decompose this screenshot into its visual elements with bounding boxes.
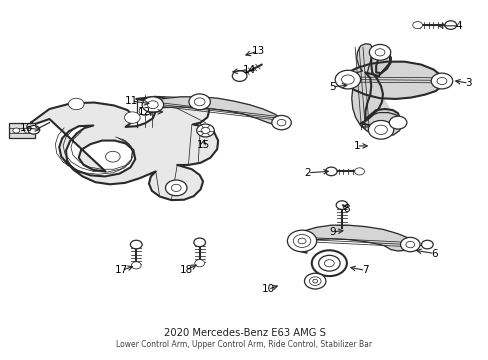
Text: 18: 18	[179, 265, 192, 275]
Circle shape	[28, 126, 40, 134]
Circle shape	[368, 44, 390, 60]
Text: 17: 17	[115, 265, 128, 275]
Circle shape	[436, 77, 446, 85]
Circle shape	[311, 250, 346, 276]
Circle shape	[287, 230, 316, 252]
Circle shape	[374, 125, 386, 134]
Circle shape	[309, 277, 321, 285]
Circle shape	[13, 128, 20, 133]
Circle shape	[318, 255, 339, 271]
Text: 13: 13	[251, 46, 264, 56]
Text: 2: 2	[304, 168, 310, 178]
Polygon shape	[346, 62, 443, 99]
Text: 5: 5	[328, 82, 335, 92]
Polygon shape	[351, 44, 402, 136]
Polygon shape	[360, 51, 399, 128]
Circle shape	[405, 241, 414, 248]
Circle shape	[232, 71, 246, 81]
Circle shape	[298, 238, 305, 244]
Circle shape	[324, 260, 333, 267]
Circle shape	[124, 112, 140, 123]
Text: 7: 7	[362, 265, 368, 275]
Circle shape	[293, 234, 310, 247]
Bar	[9, 123, 35, 138]
Circle shape	[130, 240, 142, 249]
Circle shape	[444, 21, 456, 30]
Circle shape	[304, 273, 325, 289]
Circle shape	[341, 75, 353, 84]
Circle shape	[334, 70, 360, 89]
Text: Lower Control Arm, Upper Control Arm, Ride Control, Stabilizer Bar: Lower Control Arm, Upper Control Arm, Ri…	[116, 341, 372, 350]
Circle shape	[388, 116, 406, 129]
Text: 12: 12	[138, 107, 151, 117]
Circle shape	[131, 262, 141, 269]
Text: 9: 9	[328, 227, 335, 237]
Text: 3: 3	[465, 78, 471, 88]
Text: 15: 15	[196, 140, 209, 150]
Circle shape	[194, 98, 204, 106]
Circle shape	[142, 97, 163, 113]
Circle shape	[354, 168, 364, 175]
Circle shape	[201, 127, 209, 134]
Circle shape	[335, 201, 347, 210]
Polygon shape	[149, 97, 283, 126]
Circle shape	[271, 116, 291, 130]
Circle shape	[171, 184, 181, 192]
Circle shape	[430, 73, 452, 89]
Circle shape	[193, 238, 205, 247]
Text: 14: 14	[242, 64, 256, 75]
Text: 4: 4	[455, 21, 462, 31]
Text: 6: 6	[430, 248, 437, 258]
Circle shape	[277, 120, 285, 126]
Circle shape	[139, 107, 151, 116]
Circle shape	[165, 180, 186, 196]
Circle shape	[196, 124, 214, 137]
Circle shape	[312, 279, 317, 283]
Circle shape	[421, 240, 432, 249]
Text: 8: 8	[343, 204, 349, 214]
Circle shape	[194, 260, 204, 267]
Circle shape	[400, 237, 419, 252]
Circle shape	[147, 101, 158, 109]
Circle shape	[24, 128, 31, 133]
Circle shape	[374, 49, 384, 56]
Polygon shape	[31, 97, 218, 200]
Text: 1: 1	[353, 141, 359, 151]
Text: 10: 10	[261, 284, 274, 294]
Circle shape	[188, 94, 210, 110]
Circle shape	[367, 121, 393, 139]
Circle shape	[325, 167, 336, 176]
Polygon shape	[297, 225, 413, 253]
Text: 16: 16	[20, 123, 33, 133]
Text: 2020 Mercedes-Benz E63 AMG S: 2020 Mercedes-Benz E63 AMG S	[163, 328, 325, 338]
Circle shape	[105, 151, 120, 162]
Circle shape	[68, 98, 84, 110]
Circle shape	[412, 22, 422, 29]
Text: 11: 11	[124, 96, 138, 106]
